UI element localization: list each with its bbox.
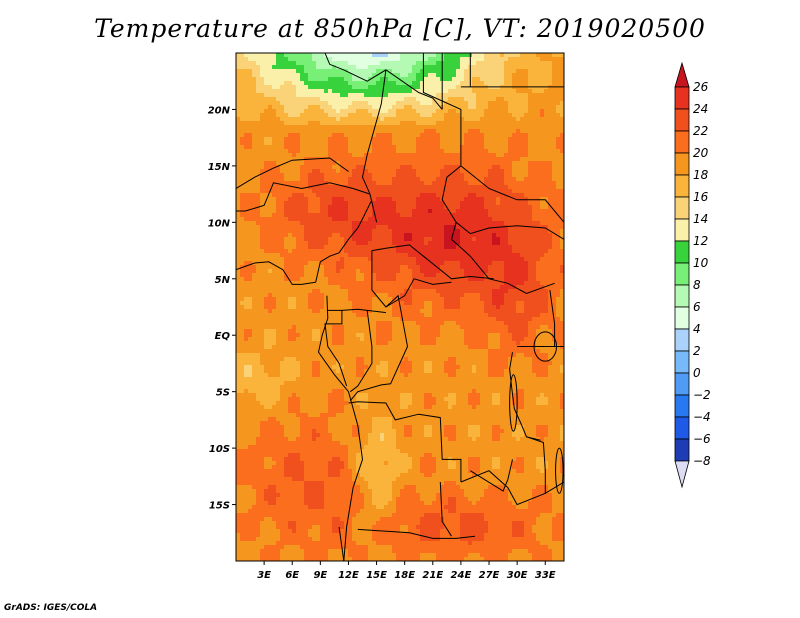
border-line-21	[470, 459, 513, 492]
border-line-5	[460, 165, 564, 223]
border-line-8	[371, 244, 494, 280]
colorbar-swatch	[674, 262, 690, 286]
border-line-12	[315, 199, 373, 283]
x-tick-label: 6E	[285, 570, 299, 581]
colorbar-label: 0	[693, 366, 701, 380]
lake-1	[509, 374, 518, 432]
x-axis: 3E 6E 9E 12E 15E 18E 21E 24E 27E 30E 33E	[257, 561, 556, 581]
border-line-13	[326, 308, 386, 314]
colorbar-swatch	[674, 416, 690, 440]
border-line-27	[338, 527, 345, 561]
y-tick-label: 20N	[208, 105, 231, 116]
x-tick-label: 27E	[479, 570, 500, 581]
colorbar-label: 16	[693, 190, 709, 204]
grads-credit: GrADS: IGES/COLA	[4, 603, 98, 613]
colorbar-swatch	[674, 218, 690, 242]
y-tick-label: 10S	[209, 444, 230, 455]
colorbar-label: 12	[693, 234, 708, 248]
border-line-17	[348, 401, 462, 482]
colorbar-label: 18	[693, 168, 709, 182]
colorbar-swatch	[674, 438, 690, 462]
x-tick-label: 33E	[535, 570, 556, 581]
y-tick-label: 5N	[215, 275, 231, 286]
colorbar-over-triangle	[674, 61, 690, 88]
colorbar-label: 8	[693, 278, 701, 292]
colorbar-swatch	[674, 240, 690, 264]
colorbar-swatch	[674, 350, 690, 374]
chart-title: Temperature at 850hPa [C], VT: 201902050…	[94, 14, 706, 43]
colorbar-label: 4	[693, 322, 701, 336]
map-frame	[235, 52, 565, 562]
x-tick-label: 9E	[313, 570, 327, 581]
x-tick-label: 12E	[338, 570, 359, 581]
border-line-6	[455, 221, 564, 240]
border-line-9	[371, 250, 452, 308]
border-line-11	[236, 157, 349, 189]
y-tick-label: 15N	[208, 162, 231, 173]
border-line-29	[317, 295, 364, 561]
border-line-7	[451, 238, 555, 295]
border-line-16	[349, 294, 409, 402]
y-tick-label: 5S	[216, 388, 230, 399]
y-tick-label: 15S	[209, 501, 230, 512]
x-tick-label: 30E	[507, 570, 528, 581]
border-line-25	[526, 436, 546, 494]
colorbar-swatch	[674, 372, 690, 396]
colorbar-label: 22	[693, 124, 708, 138]
y-axis: 20N 15N 10N 5N EQ 5S 10S 15S	[208, 105, 236, 512]
border-line-19	[439, 481, 452, 537]
colorbar-swatch	[674, 306, 690, 330]
x-tick-label: 24E	[451, 570, 472, 581]
border-line-2	[422, 53, 462, 240]
y-tick-label: 10N	[208, 218, 231, 229]
colorbar-swatch	[674, 394, 690, 418]
border-line-28	[236, 261, 316, 285]
colorbar-label: 10	[693, 256, 709, 270]
colorbar-swatch	[674, 328, 690, 352]
border-line-10	[236, 182, 371, 212]
colorbar-swatch	[674, 174, 690, 198]
colorbar-label: −6	[693, 432, 711, 446]
colorbar-label: 6	[693, 300, 701, 314]
colorbar-label: 14	[693, 212, 708, 226]
colorbar-label: 2	[693, 344, 701, 358]
colorbar-swatch	[674, 86, 690, 110]
colorbar-swatch	[674, 196, 690, 220]
colorbar-label: 26	[693, 80, 709, 94]
y-tick-label: EQ	[215, 331, 231, 342]
colorbar-swatch	[674, 130, 690, 154]
border-line-18	[357, 528, 476, 539]
x-tick-label: 18E	[394, 570, 415, 581]
x-tick-label: 15E	[366, 570, 387, 581]
colorbar-label: 20	[693, 146, 709, 160]
colorbar-under-triangle	[674, 460, 690, 489]
colorbar-label: 24	[693, 102, 708, 116]
temperature-field	[236, 53, 564, 561]
border-line-15	[349, 310, 373, 393]
colorbar-label: −8	[693, 454, 711, 468]
colorbar-swatch	[674, 108, 690, 132]
border-line-0	[324, 53, 443, 110]
colorbar-swatch	[674, 284, 690, 308]
colorbar-swatch	[674, 152, 690, 176]
border-line-14	[324, 310, 348, 387]
x-tick-label: 3E	[257, 570, 271, 581]
border-line-20	[460, 470, 564, 506]
x-tick-label: 21E	[422, 570, 443, 581]
colorbar-label: −2	[693, 388, 711, 402]
lake-2	[555, 447, 564, 494]
colorbar-label: −4	[693, 410, 711, 424]
country-borders	[236, 53, 564, 561]
lake-0	[533, 331, 558, 362]
